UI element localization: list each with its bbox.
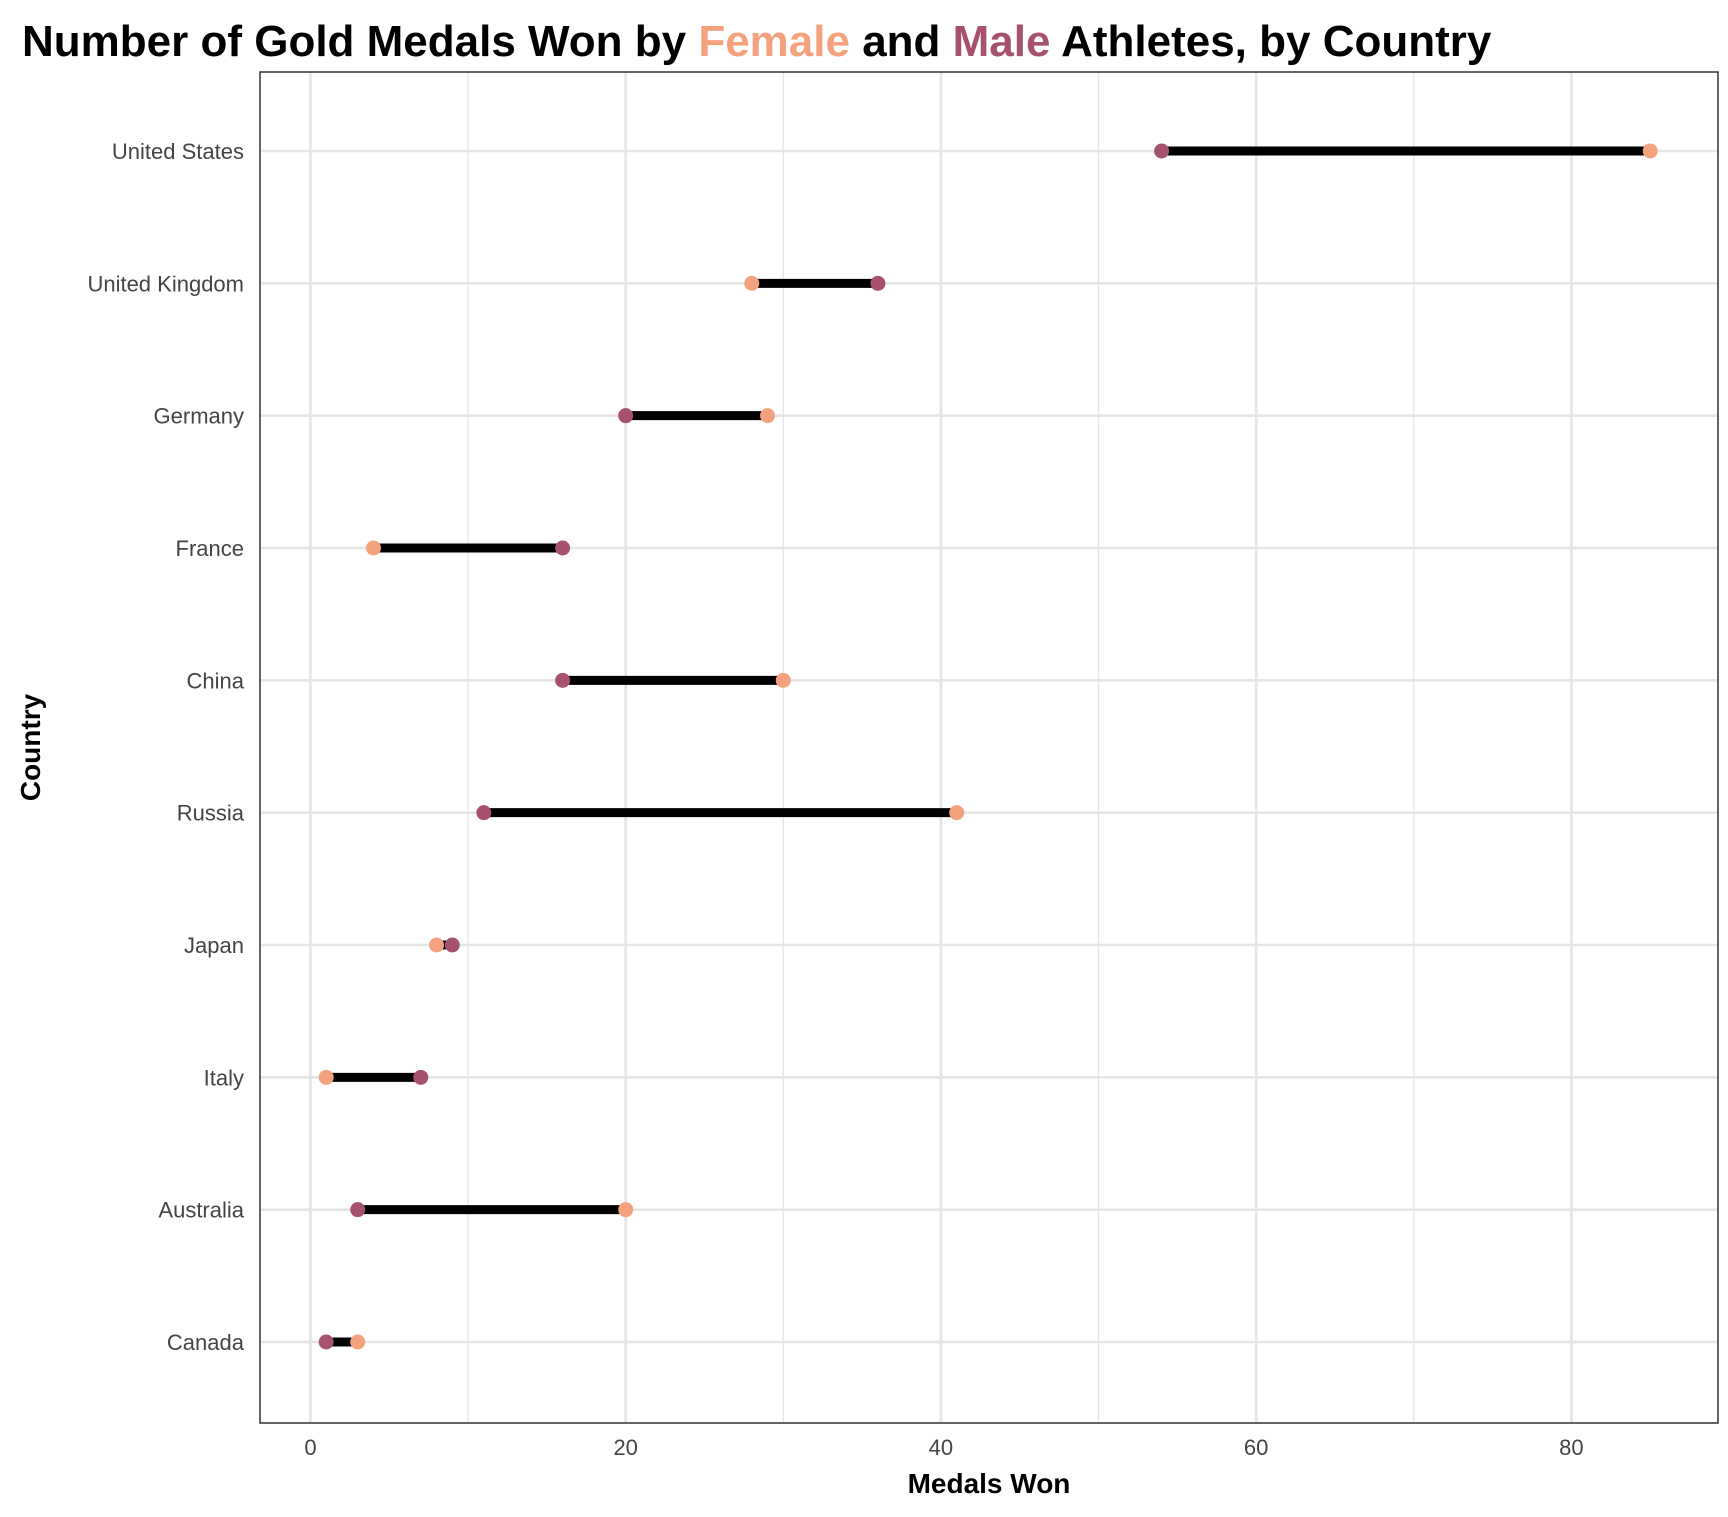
plot-frame [259, 71, 1719, 1424]
male-point [618, 408, 634, 424]
female-point [1642, 143, 1658, 159]
x-tick-label: 0 [304, 1435, 316, 1460]
female-point [365, 540, 381, 556]
y-tick-label: Russia [177, 801, 245, 826]
female-point [760, 408, 776, 424]
y-tick-label: China [187, 668, 245, 693]
male-point [413, 1069, 429, 1085]
female-point [618, 1202, 634, 1218]
title-part-text: Number of Gold Medals Won by [22, 17, 698, 66]
chart-title: Number of Gold Medals Won by Female and … [22, 17, 1492, 66]
y-tick-label: France [176, 536, 244, 561]
title-part-male: Male [953, 17, 1051, 66]
y-tick-label: Australia [158, 1198, 244, 1223]
female-point [350, 1334, 366, 1350]
title-part-text: and [850, 17, 953, 66]
grid-layer [260, 72, 1718, 1423]
y-tick-label: United Kingdom [87, 271, 244, 296]
y-tick-label: Germany [154, 404, 244, 429]
male-point [870, 275, 886, 291]
y-axis-title: Country [15, 693, 46, 801]
title-part-text: Athletes, by Country [1050, 17, 1491, 66]
female-point [775, 672, 791, 688]
x-tick-label: 20 [613, 1435, 637, 1460]
male-point [318, 1334, 334, 1350]
segment-layer [326, 146, 1651, 1347]
male-point [476, 805, 492, 821]
female-point [318, 1069, 334, 1085]
male-point [350, 1202, 366, 1218]
y-tick-label: Canada [167, 1330, 245, 1355]
title-part-female: Female [698, 17, 850, 66]
female-point [429, 937, 445, 953]
male-point [1154, 143, 1170, 159]
x-axis-title: Medals Won [908, 1468, 1071, 1499]
male-point [555, 540, 571, 556]
female-point [744, 275, 760, 291]
y-tick-labels: United States United Kingdom Germany France… [87, 139, 244, 1355]
x-tick-label: 40 [929, 1435, 953, 1460]
male-point [555, 672, 571, 688]
male-point [444, 937, 460, 953]
y-tick-label: United States [112, 139, 244, 164]
point-layer [318, 143, 1658, 1350]
y-tick-label: Japan [184, 933, 244, 958]
x-tick-labels: 0 20 40 60 80 [304, 1435, 1583, 1460]
female-point [949, 805, 965, 821]
x-tick-label: 80 [1559, 1435, 1583, 1460]
x-tick-label: 60 [1244, 1435, 1268, 1460]
y-tick-label: Italy [204, 1065, 244, 1090]
